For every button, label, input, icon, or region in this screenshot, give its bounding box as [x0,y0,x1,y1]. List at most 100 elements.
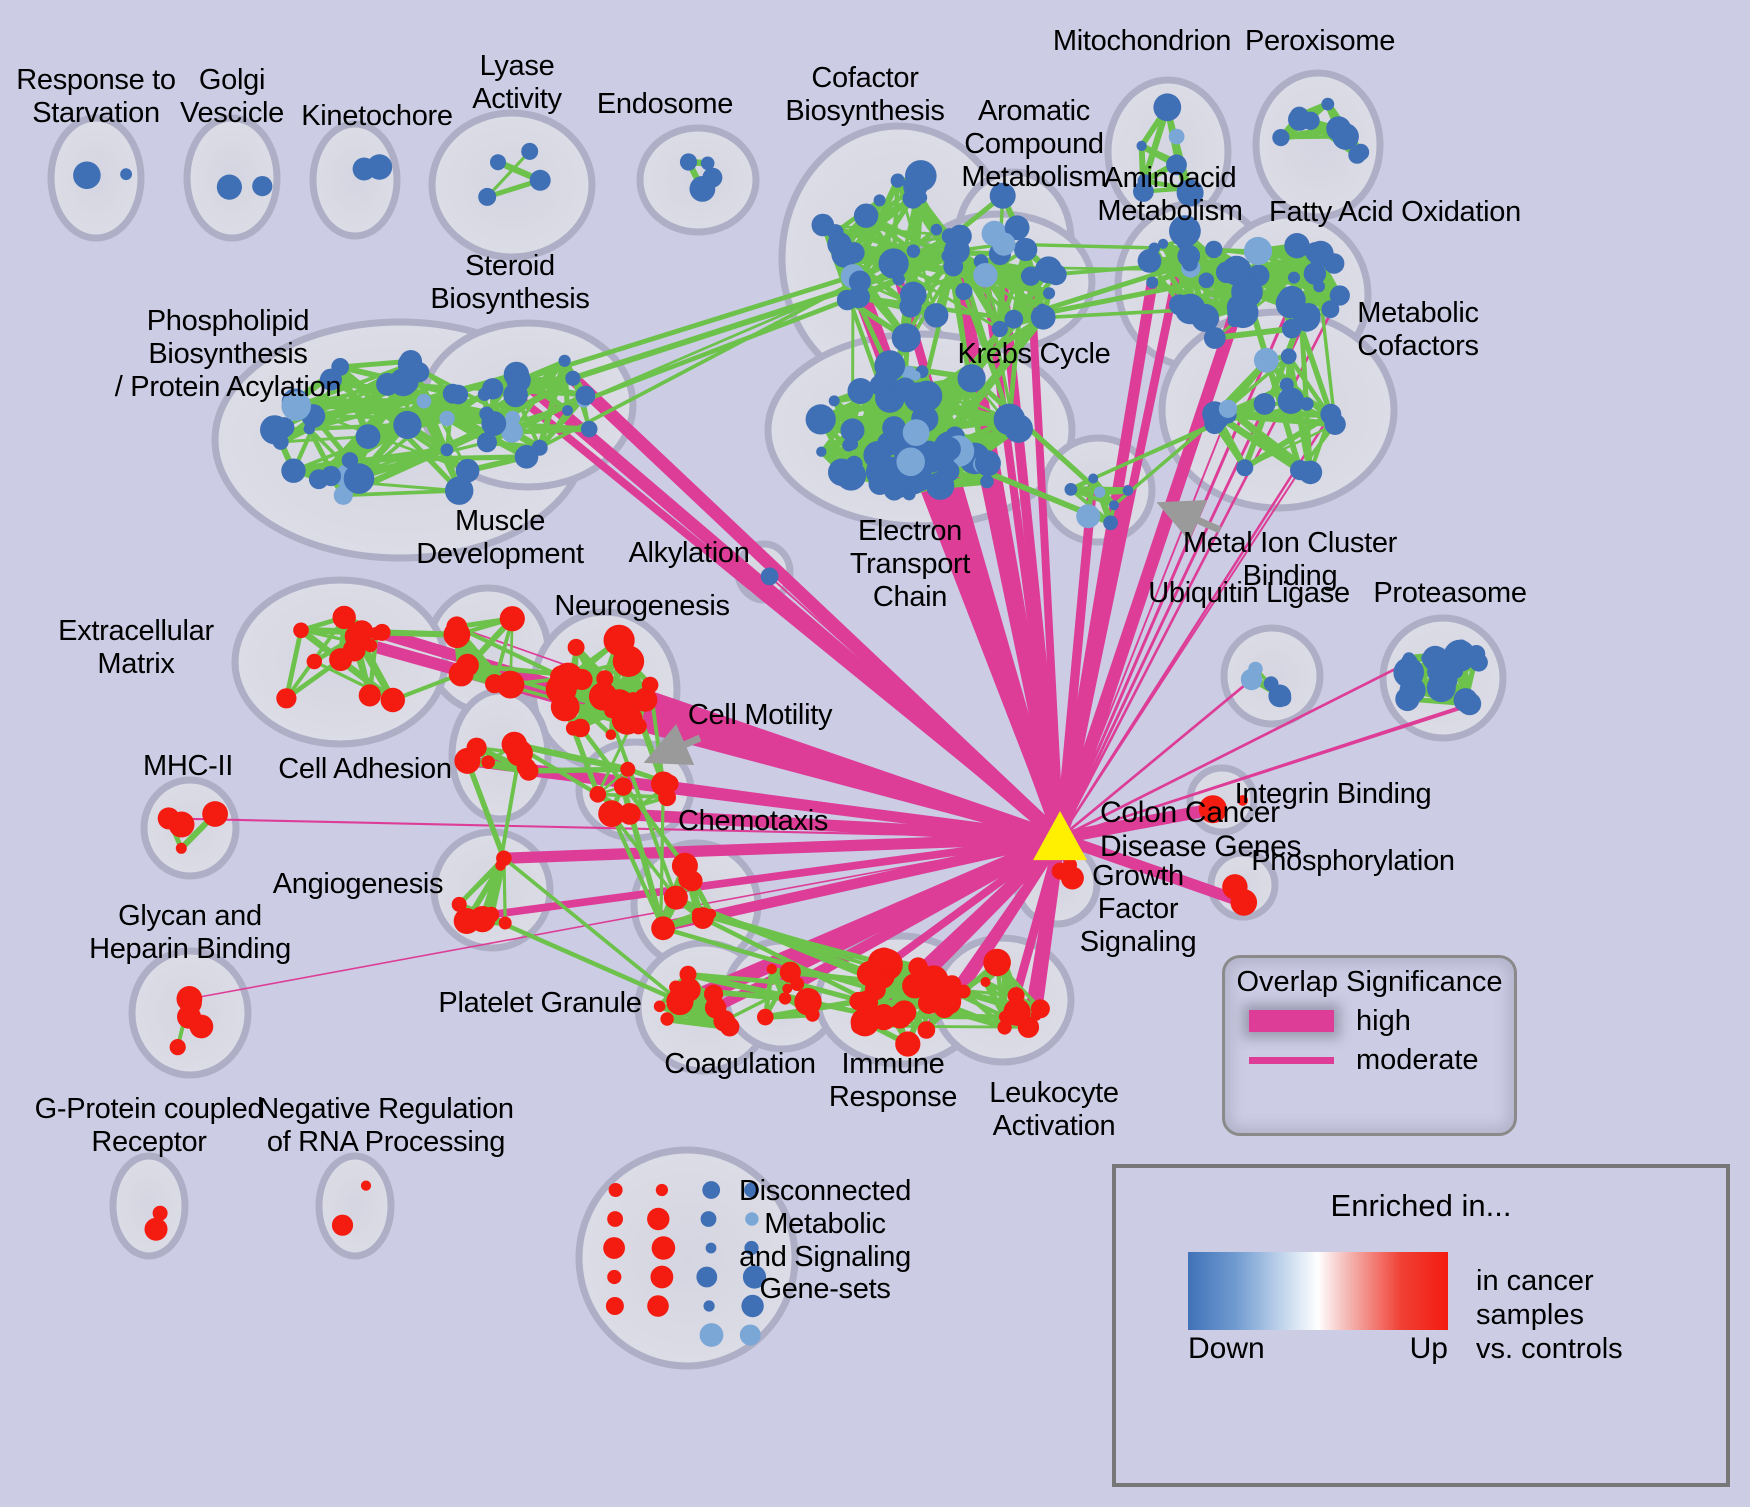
gene-set-node[interactable] [703,1300,715,1312]
gene-set-node[interactable] [1326,116,1351,142]
gene-set-node[interactable] [120,168,132,181]
gene-set-node[interactable] [892,1000,917,1025]
gene-set-node[interactable] [501,421,523,443]
gene-set-node[interactable] [608,1183,623,1197]
gene-set-node[interactable] [260,415,290,445]
gene-set-node[interactable] [1280,348,1297,365]
gene-set-node[interactable] [521,142,539,160]
gene-set-node[interactable] [744,1182,759,1198]
gene-set-node[interactable] [558,354,571,367]
gene-set-node[interactable] [1004,414,1033,443]
gene-set-node[interactable] [1395,686,1420,712]
gene-set-node[interactable] [1133,181,1154,202]
gene-set-node[interactable] [1275,690,1292,707]
gene-set-node[interactable] [168,811,195,838]
gene-set-node[interactable] [588,682,618,711]
gene-set-node[interactable] [917,1021,936,1039]
gene-set-node[interactable] [596,670,614,688]
gene-set-node[interactable] [911,380,943,412]
gene-set-node[interactable] [705,1242,717,1254]
gene-set-node[interactable] [936,436,961,462]
gene-set-node[interactable] [1277,387,1305,415]
gene-set-node[interactable] [853,203,879,228]
gene-set-node[interactable] [790,977,805,991]
gene-set-node[interactable] [501,731,527,758]
gene-set-node[interactable] [893,377,917,401]
gene-set-node[interactable] [805,404,836,435]
gene-set-node[interactable] [1272,129,1290,147]
gene-set-node[interactable] [937,460,960,483]
gene-set-node[interactable] [1348,146,1366,164]
gene-set-node[interactable] [902,188,924,209]
gene-set-node[interactable] [620,761,636,777]
gene-set-node[interactable] [1243,236,1273,266]
gene-set-node[interactable] [366,154,393,180]
gene-set-node[interactable] [152,1205,168,1221]
gene-set-node[interactable] [1253,393,1276,415]
gene-set-node[interactable] [849,991,868,1011]
gene-set-node[interactable] [851,1017,868,1035]
gene-set-node[interactable] [503,361,530,388]
gene-set-node[interactable] [930,223,943,236]
gene-set-node[interactable] [571,718,590,738]
gene-set-node[interactable] [1215,261,1238,284]
gene-set-node[interactable] [871,947,897,973]
gene-set-node[interactable] [895,1031,921,1057]
gene-set-node[interactable] [847,378,874,404]
gene-set-node[interactable] [653,1000,666,1013]
gene-set-node[interactable] [1060,866,1084,890]
gene-set-node[interactable] [495,860,506,871]
gene-set-node[interactable] [739,1324,761,1346]
gene-set-node[interactable] [918,965,949,996]
gene-set-node[interactable] [883,479,905,501]
gene-set-node[interactable] [1103,515,1118,531]
gene-set-node[interactable] [531,439,548,456]
gene-set-node[interactable] [891,323,921,353]
gene-set-node[interactable] [1191,303,1220,332]
gene-set-node[interactable] [380,687,405,713]
gene-set-node[interactable] [613,777,633,796]
gene-set-node[interactable] [603,1237,625,1259]
gene-set-node[interactable] [440,443,454,457]
gene-set-node[interactable] [1289,106,1309,126]
gene-set-node[interactable] [1430,666,1458,693]
gene-set-node[interactable] [1253,347,1279,373]
gene-set-node[interactable] [704,984,724,1004]
gene-set-node[interactable] [1329,285,1350,306]
gene-set-node[interactable] [1443,639,1476,672]
gene-set-node[interactable] [700,1211,717,1227]
gene-set-node[interactable] [896,447,925,477]
gene-set-node[interactable] [73,161,101,190]
gene-set-node[interactable] [333,485,353,505]
gene-set-node[interactable] [944,237,970,264]
gene-set-node[interactable] [1288,271,1300,284]
gene-set-node[interactable] [389,368,418,397]
gene-set-node[interactable] [445,476,474,505]
gene-set-node[interactable] [828,395,840,407]
gene-set-node[interactable] [293,622,309,639]
gene-set-node[interactable] [331,1214,354,1236]
gene-set-node[interactable] [983,948,1011,977]
gene-set-node[interactable] [991,320,1008,338]
gene-set-node[interactable] [1030,304,1056,330]
gene-set-node[interactable] [477,432,497,453]
gene-set-node[interactable] [393,410,422,440]
gene-set-node[interactable] [1242,291,1253,303]
gene-set-node[interactable] [1122,485,1134,496]
gene-set-node[interactable] [1300,397,1314,411]
gene-set-node[interactable] [1203,327,1226,349]
gene-set-node[interactable] [745,1212,759,1226]
gene-set-node[interactable] [992,232,1016,256]
gene-set-node[interactable] [989,182,1016,209]
gene-set-node[interactable] [329,648,353,672]
gene-set-node[interactable] [451,896,467,912]
gene-set-node[interactable] [1094,486,1106,498]
gene-set-node[interactable] [341,609,353,621]
gene-set-node[interactable] [741,1294,764,1318]
gene-set-node[interactable] [1003,998,1031,1026]
gene-set-node[interactable] [1136,140,1147,151]
colon-cancer-hub-node[interactable] [1033,811,1087,861]
gene-set-node[interactable] [607,1269,622,1285]
gene-set-node[interactable] [1281,318,1302,339]
gene-set-node[interactable] [614,701,640,727]
